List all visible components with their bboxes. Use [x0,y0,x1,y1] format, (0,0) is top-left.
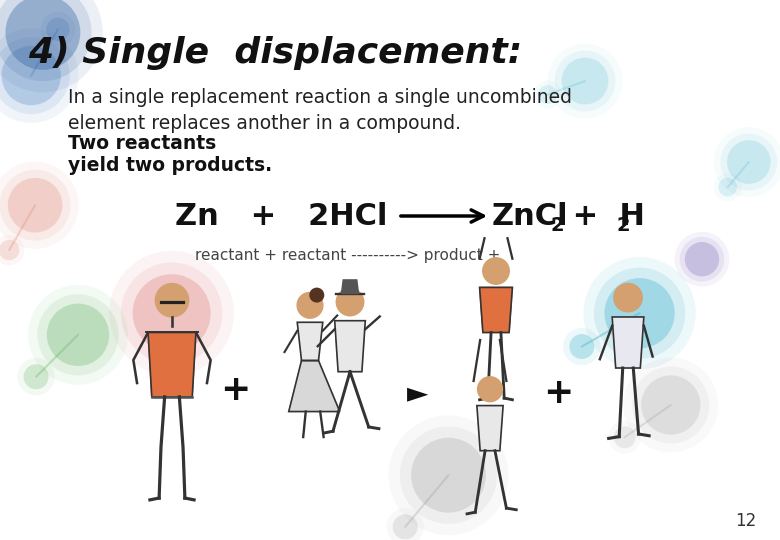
Circle shape [392,514,417,539]
Text: +: + [220,373,250,407]
Circle shape [614,427,636,448]
Circle shape [483,258,509,284]
Polygon shape [297,322,323,361]
Circle shape [563,328,601,365]
Text: +  H: + H [562,202,645,231]
Circle shape [411,438,486,512]
Circle shape [0,28,79,123]
Circle shape [679,237,725,281]
Circle shape [562,58,608,104]
Circle shape [0,240,20,260]
Circle shape [47,303,109,366]
Text: ZnCl: ZnCl [492,202,569,231]
Circle shape [718,178,737,197]
Circle shape [297,293,323,318]
Circle shape [721,133,777,191]
Circle shape [0,170,71,241]
Circle shape [2,46,61,105]
Circle shape [583,257,696,369]
Polygon shape [342,280,359,294]
Circle shape [23,364,48,389]
Text: 2: 2 [617,216,630,235]
Circle shape [388,415,509,535]
Text: +: + [543,376,573,410]
Text: 2: 2 [551,216,565,235]
Circle shape [0,161,79,249]
Circle shape [400,427,497,524]
Circle shape [548,44,622,118]
Circle shape [538,85,557,104]
Circle shape [0,37,69,114]
Polygon shape [148,333,196,397]
Circle shape [555,51,615,111]
Circle shape [37,294,119,375]
Circle shape [0,0,103,92]
Text: 12: 12 [735,512,756,530]
Circle shape [133,274,211,352]
Circle shape [569,334,594,359]
Text: ►: ► [407,379,429,407]
Circle shape [604,278,675,348]
Circle shape [109,251,234,376]
Circle shape [46,18,69,41]
Polygon shape [612,317,644,368]
Circle shape [0,235,24,265]
Circle shape [0,0,91,81]
Circle shape [17,358,55,395]
Circle shape [641,375,700,435]
Circle shape [41,12,76,47]
Text: reactant + reactant ----------> product +: reactant + reactant ----------> product … [195,248,501,263]
Circle shape [727,140,771,184]
Circle shape [310,288,324,302]
Polygon shape [335,321,365,372]
Text: 4) Single  displacement:: 4) Single displacement: [28,36,523,70]
Circle shape [633,367,709,443]
Circle shape [336,288,363,315]
Polygon shape [480,287,512,333]
Circle shape [28,285,128,384]
Polygon shape [289,361,340,411]
Circle shape [477,377,502,402]
Circle shape [614,284,642,312]
Circle shape [121,262,222,364]
Circle shape [714,173,742,201]
Circle shape [714,127,780,197]
Circle shape [8,178,62,233]
Polygon shape [477,406,503,451]
Text: Two reactants: Two reactants [68,134,216,153]
Text: Zn   +   2HCl: Zn + 2HCl [175,202,388,231]
Circle shape [534,80,562,109]
Circle shape [675,232,729,287]
Circle shape [685,242,719,276]
Circle shape [386,508,424,540]
Circle shape [594,267,686,359]
Circle shape [5,0,80,70]
Circle shape [155,284,189,317]
Text: In a single replacement reaction a single uncombined
element replaces another in: In a single replacement reaction a singl… [68,88,572,133]
Text: yield two products.: yield two products. [68,156,272,175]
